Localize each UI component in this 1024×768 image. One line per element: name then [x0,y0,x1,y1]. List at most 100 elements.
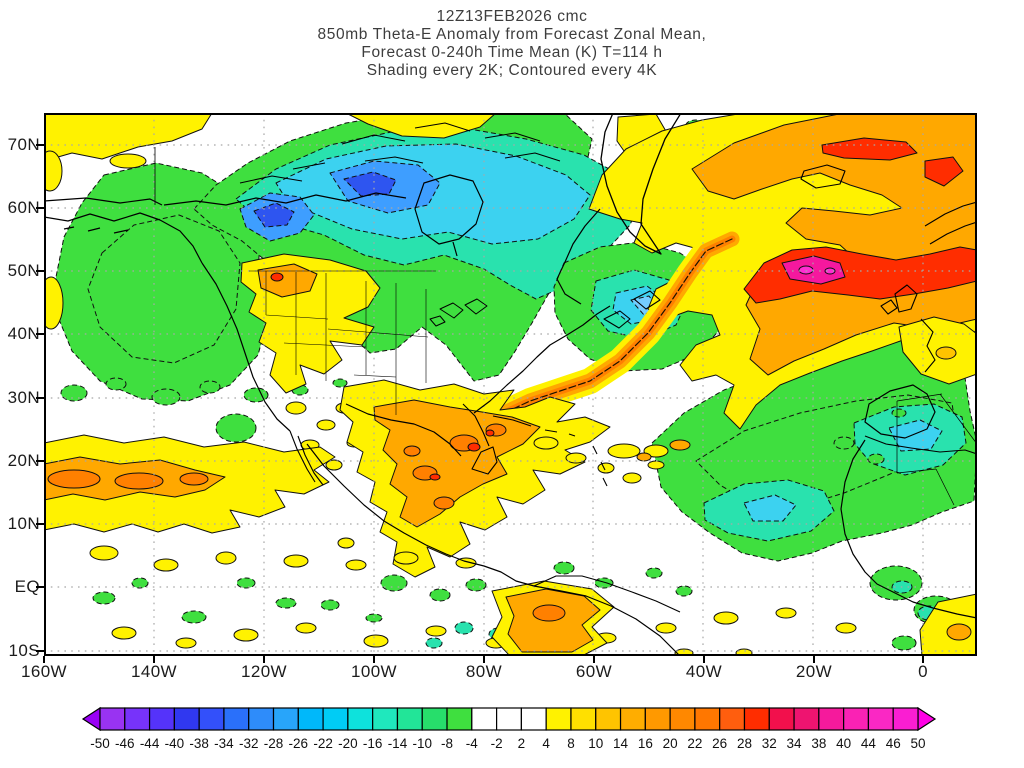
arctic-yellow-center [345,113,497,139]
colorbar-cell [148,707,175,731]
title-init-time: 12Z13FEB2026 cmc [436,8,588,25]
green-speckles-30n [215,413,257,443]
tropical-yellow-speckles [775,607,797,619]
us-east-coast [473,305,611,414]
green-speckles-equator [675,585,693,597]
colorbar-cell [396,707,423,731]
lat-tick-label: EQ [14,577,40,596]
lat-tick-label: 10N [7,514,40,533]
mexico-deep-orange [433,496,455,510]
colorbar-tick-label: -32 [239,736,259,751]
green-speckles-equator [320,599,340,611]
lon-tick-mark [593,656,595,663]
colorbar-cell [297,707,324,731]
colorbar-tick-label: 8 [567,736,575,751]
mediterranean-greens [891,408,907,418]
lon-tick-mark [483,656,485,663]
colorbar-tick-label: 44 [861,736,877,751]
colorbar-tick-label: 16 [638,736,653,751]
colorbar-under-arrow [81,706,101,732]
mediterranean-greens [867,453,885,465]
west-africa-coast [840,439,977,619]
caribbean-yellow-speckles [647,460,665,470]
lat-tick-mark [36,650,44,652]
britain-coast [880,284,918,315]
us-state-borders [249,270,436,415]
mexico-red-specks [467,442,481,452]
mexico-red-specks [429,473,441,481]
arctic-yellow-lens [109,153,147,169]
green-speckles-equator [553,561,575,575]
gulf-of-mexico-coast [345,403,462,457]
lat-tick-label: 30N [7,388,40,407]
caribbean-yellow-speckles [597,462,615,474]
left-edge-yellows [44,150,63,192]
great-lakes [429,298,488,327]
northwest-us-red-speck [270,272,284,282]
tropical-yellow-speckles [345,559,367,571]
colorbar-tick-label: 40 [836,736,851,751]
arctic-archipelago [239,122,561,184]
colorbar-cell [446,707,473,731]
colorbar: -50 -46 -44 -40 -38 -34 -32 -28 -26 -22 -20 -16 -14-… [0,700,1024,760]
aleutian-islands [63,226,129,234]
colorbar-tick-label: -4 [466,736,478,751]
green-speckles-equator [236,577,256,589]
colorbar-tick-label: -46 [115,736,135,751]
colorbar-tick-label: -8 [441,736,453,751]
green-speckles-equator [429,588,451,602]
venezuela-coast [533,575,681,613]
lon-tick-label: 40W [685,662,723,681]
colorbar-tick-label: 34 [787,736,803,751]
colorbar-cell [768,707,795,731]
caribbean-yellow-speckles [607,443,641,459]
tropical-yellow-speckles [713,611,739,625]
green-speckles-30n [60,384,88,402]
iberia-coast [864,384,936,439]
tropical-yellow-speckles [295,622,317,634]
yucatan-peninsula [471,446,498,475]
colorbar-tick-label: 10 [588,736,603,751]
lon-tick-label: 140W [130,662,178,681]
tropical-yellow-speckles [233,628,259,642]
pacific-band-gold [47,469,101,489]
mexico-central-america-coast [306,443,535,587]
green-speckles-equator [275,597,297,609]
colorbar-cell [843,707,870,731]
colorbar-cell [272,707,299,731]
tropical-yellow-speckles [215,551,237,565]
colorbar-cell [223,707,250,731]
greenland-coast [600,113,682,255]
rockies-yellow-speckles [316,419,336,431]
lon-tick-mark [703,656,705,663]
lon-tick-mark [813,656,815,663]
colorbar-tick-label: 22 [687,736,702,751]
colorbar-cell [743,707,770,731]
tropical-yellow-speckles [835,622,857,634]
colorbar-cell [421,707,448,731]
teal-speckles-equator [454,621,474,635]
lon-tick-label: 160W [20,662,68,681]
colorbar-over-arrow [917,706,937,732]
florida-coast [462,403,490,447]
colorbar-tick-label: 50 [910,736,925,751]
colorbar-cell [595,707,622,731]
colorbar-cell [793,707,820,731]
colorbar-tick-label: -38 [189,736,209,751]
colorbar-svg: -50 -46 -44 -40 -38 -34 -32 -28 -26 -22 -20 -16 -14-… [81,706,937,751]
green-speckles-30n [199,380,221,394]
tropical-yellow-speckles [337,537,355,549]
corner-orange-southeast [946,623,972,641]
lat-tick-label: 40N [7,324,40,343]
colorbar-cell [892,707,919,731]
colorbar-cell [248,707,275,731]
colorbar-cell [198,707,225,731]
tropical-yellow-speckles [175,637,197,649]
tropical-yellow-speckles [655,622,677,634]
colorbar-cell [644,707,671,731]
baja-california [289,430,324,486]
nordic-red-stripe-a [821,137,918,161]
atlantic-magenta-dots [798,265,814,275]
iceland-coast [800,164,846,189]
scandinavia-coast [924,201,977,245]
